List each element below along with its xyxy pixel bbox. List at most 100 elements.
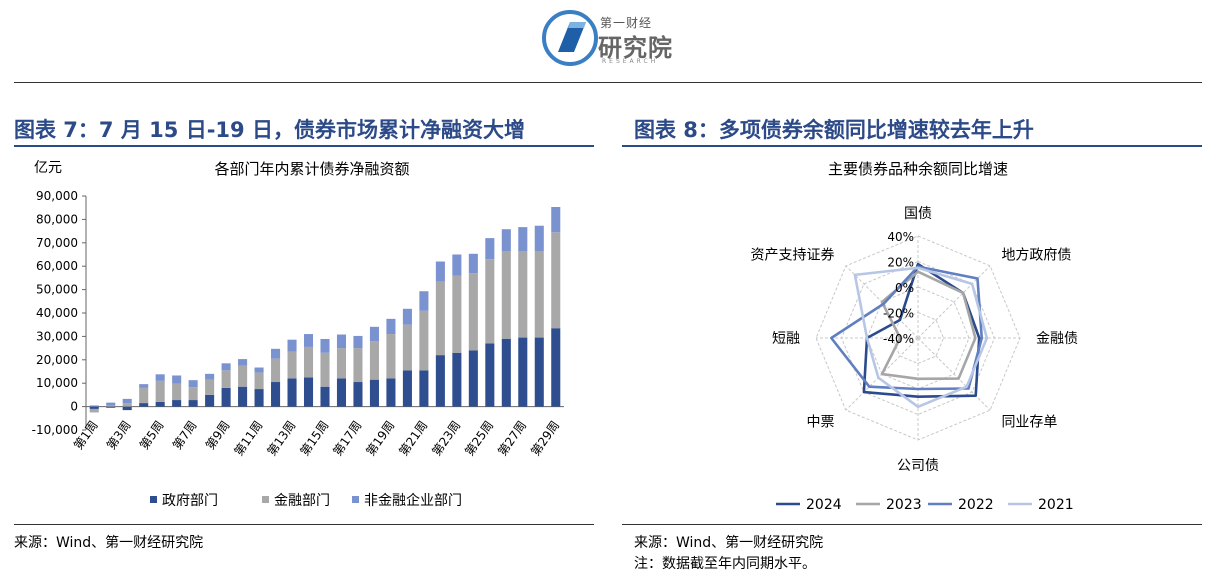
- bar-segment: [320, 352, 330, 387]
- logo-emblem-icon: [542, 10, 598, 66]
- bar-segment: [303, 346, 314, 378]
- radar-axis-label: 资产支持证券: [751, 248, 835, 264]
- y-tick-label: 30,000: [36, 329, 78, 343]
- bar-segment: [386, 378, 396, 407]
- bar-chart: 各部门年内累计债券净融资额 亿元 -10,000 0 10,000 20,000 30,…: [32, 160, 564, 509]
- legend-label: 金融部门: [274, 493, 330, 509]
- y-tick-label: 80,000: [36, 212, 78, 226]
- y-tick-label: 0: [70, 400, 78, 414]
- bar-segment: [320, 386, 330, 407]
- radar-grid-ring: [840, 260, 996, 416]
- x-tick-label: 第29周: [528, 418, 562, 458]
- bar-segment: [122, 398, 132, 404]
- bar-segment: [89, 406, 99, 409]
- x-tick-label: 第17周: [330, 418, 364, 458]
- left-source-rule: [14, 524, 594, 525]
- bar-segment: [534, 225, 544, 251]
- radar-tick-label: 20%: [887, 256, 914, 270]
- right-source-note: 来源：Wind、第一财经研究院: [634, 535, 824, 551]
- bar-segment: [452, 275, 462, 353]
- bar-segment: [353, 348, 363, 383]
- chart-title: 各部门年内累计债券净融资额: [214, 160, 409, 178]
- bar-segment: [205, 394, 215, 407]
- bar-segment: [386, 318, 396, 335]
- bar-segment: [254, 367, 264, 373]
- chart-title: 主要债券品种余额同比增速: [828, 160, 1008, 178]
- bar-segment: [336, 348, 347, 379]
- bar-segment: [402, 308, 412, 325]
- bar-segment: [155, 401, 165, 407]
- y-tick-label: 70,000: [36, 236, 78, 250]
- bar-segment: [353, 382, 363, 407]
- radar-axis-label: 短融: [772, 331, 800, 347]
- x-tick-label: 第3周: [104, 418, 134, 452]
- legend-swatch: [150, 496, 157, 503]
- left-figure-title: 图表 7：7 月 15 日-19 日，债券市场累计净融资大增: [14, 118, 525, 142]
- radar-grid-ring: [891, 311, 945, 365]
- bar-segment: [287, 339, 297, 352]
- radar-tick-label: -40%: [883, 332, 914, 346]
- bar-segment: [435, 355, 445, 407]
- bar-segment: [172, 400, 182, 407]
- bar-segment: [518, 227, 528, 251]
- logo-main-text: 研究院: [598, 34, 673, 62]
- header-divider: [14, 82, 1202, 83]
- bar-segment: [188, 387, 198, 401]
- bar-segment: [139, 403, 149, 407]
- bar-segment: [419, 310, 429, 371]
- x-tick-label: 第7周: [170, 418, 200, 452]
- bar-segment: [106, 405, 116, 407]
- bar-segment: [303, 377, 314, 407]
- x-tick-label: 第19周: [363, 418, 397, 458]
- radar-series-line: [880, 270, 977, 381]
- radar-axis-label: 公司债: [897, 458, 939, 474]
- x-tick-label: 第5周: [137, 418, 167, 452]
- bar-segment: [402, 324, 412, 371]
- bar-segment: [452, 352, 462, 407]
- y-tick-label: 10,000: [36, 376, 78, 390]
- bar-segment: [188, 400, 198, 407]
- bar-segment: [254, 372, 264, 390]
- bar-segment: [485, 238, 495, 260]
- bar-segment: [89, 408, 99, 413]
- bar-segment: [139, 387, 149, 404]
- bar-segment: [172, 375, 182, 384]
- x-tick-label: 第9周: [203, 418, 233, 452]
- bar-segment: [205, 373, 215, 380]
- radar-series-line: [853, 266, 989, 409]
- right-figure-title: 图表 8：多项债券余额同比增速较去年上升: [634, 118, 1034, 142]
- x-tick-label: 第23周: [429, 418, 463, 458]
- bar-segment: [452, 254, 462, 276]
- legend-label: 2024: [806, 497, 842, 513]
- y-tick-label: 20,000: [36, 353, 78, 367]
- bar-segment: [320, 338, 330, 353]
- bar-segment: [303, 334, 314, 347]
- x-tick-label: 第21周: [396, 418, 430, 458]
- bar-segment: [551, 328, 561, 407]
- bar-segment: [369, 341, 379, 380]
- bar-segment: [534, 337, 544, 407]
- y-axis-label: 亿元: [34, 160, 62, 176]
- bar-segment: [122, 406, 132, 411]
- x-tick-label: 第11周: [232, 418, 266, 458]
- bar-segment: [89, 405, 99, 407]
- radar-axis-label: 同业存单: [1001, 414, 1057, 430]
- x-tick-label: 第15周: [297, 418, 331, 458]
- legend-label: 2022: [958, 497, 994, 513]
- legend-label: 2021: [1038, 497, 1074, 513]
- bar-segment: [221, 370, 231, 388]
- bar-segment: [271, 348, 281, 359]
- right-title-rule: [622, 145, 1202, 147]
- bar-segment: [551, 232, 561, 329]
- bar-segment: [139, 384, 149, 388]
- radar-series-line: [862, 262, 981, 398]
- y-tick-label: 40,000: [36, 306, 78, 320]
- radar-axis-label: 地方政府债: [1001, 248, 1071, 264]
- x-tick-label: 第25周: [462, 418, 496, 458]
- bar-segment: [419, 370, 429, 407]
- bar-segment: [386, 334, 396, 379]
- legend-swatch: [352, 496, 359, 503]
- bar-segment: [287, 351, 297, 379]
- bar-segment: [551, 206, 561, 233]
- bar-segment: [122, 403, 132, 407]
